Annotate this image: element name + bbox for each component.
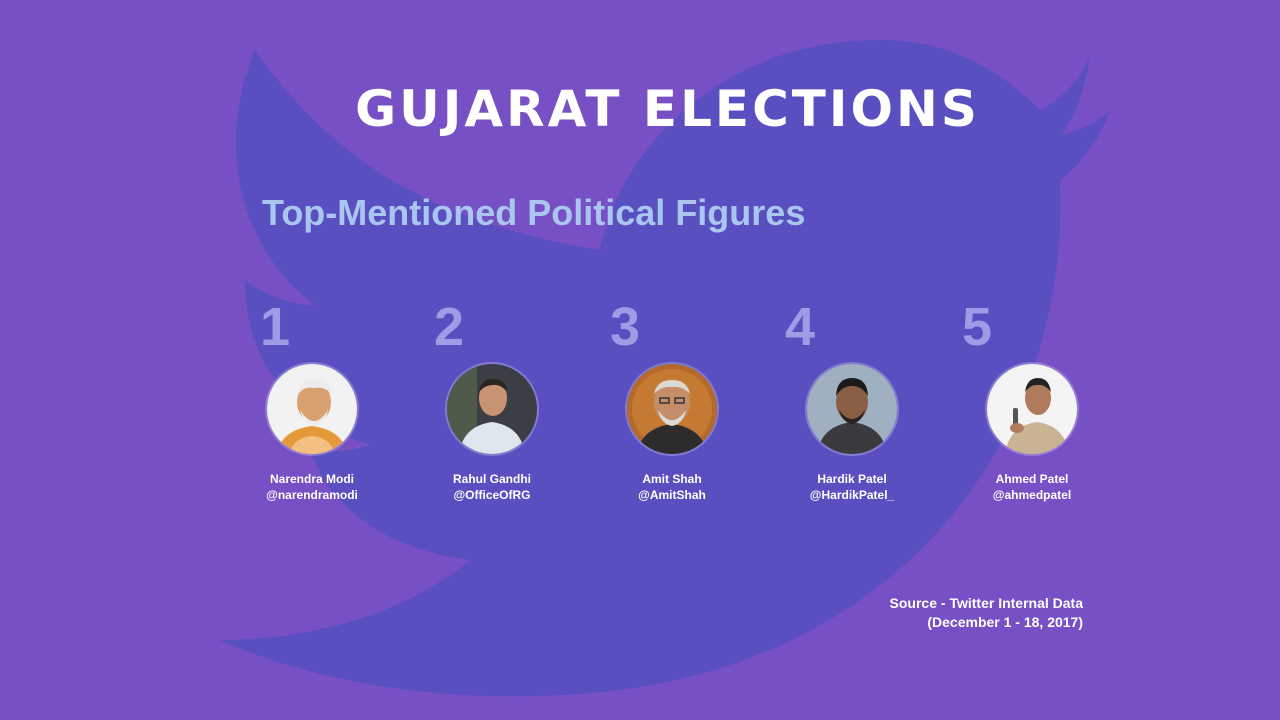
avatar	[807, 364, 897, 454]
rank-number: 3	[610, 297, 641, 357]
person-handle: @AmitShah	[638, 488, 706, 502]
person-handle: @ahmedpatel	[992, 488, 1072, 502]
person-handle: @OfficeOfRG	[453, 488, 531, 502]
avatar	[447, 364, 537, 454]
person-name: Amit Shah	[642, 472, 702, 486]
avatar	[267, 364, 357, 454]
rank-number: 4	[785, 297, 816, 357]
avatar	[627, 364, 717, 454]
rank-number: 5	[962, 297, 993, 357]
avatar	[987, 364, 1077, 454]
person-name: Rahul Gandhi	[453, 472, 531, 486]
rank-number: 2	[434, 297, 465, 357]
source-line: Source - Twitter Internal Data	[889, 595, 1083, 611]
source-note: Source - Twitter Internal Data (December…	[890, 594, 1083, 632]
person-name: Hardik Patel	[817, 472, 887, 486]
subtitle: Top-Mentioned Political Figures	[262, 192, 806, 233]
main-title: GUJARAT ELECTIONS	[355, 80, 980, 138]
rank-number: 1	[260, 297, 291, 357]
person-handle: @narendramodi	[266, 488, 358, 502]
source-date-range: (December 1 - 18, 2017)	[927, 614, 1083, 630]
person-handle: @HardikPatel_	[809, 488, 895, 502]
person-name: Ahmed Patel	[995, 472, 1069, 486]
person-name: Narendra Modi	[269, 472, 354, 486]
